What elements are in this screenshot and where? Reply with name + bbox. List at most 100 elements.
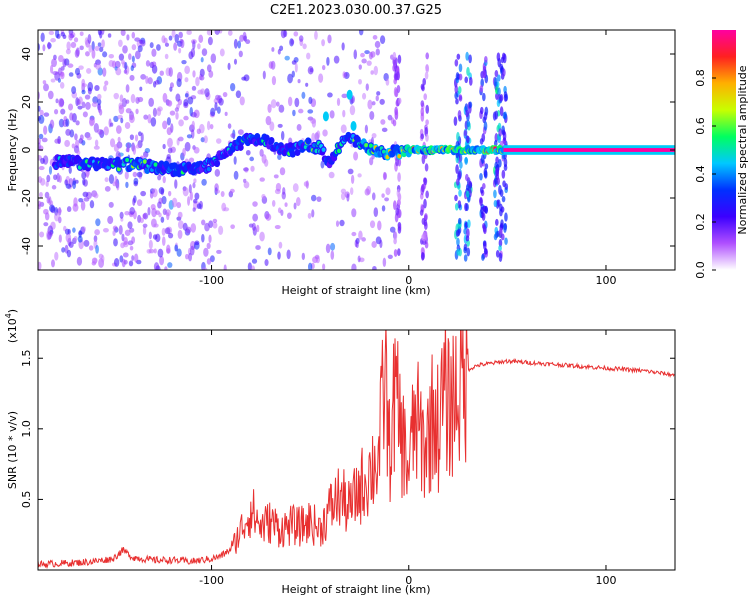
heatmap-cell: [209, 123, 214, 130]
heatmap-cell: [85, 169, 90, 179]
heatmap-cell: [277, 251, 281, 260]
heatmap-cell: [113, 238, 118, 247]
heatmap-cell: [55, 98, 59, 104]
heatmap-cell: [286, 249, 291, 260]
heatmap-cell: [118, 53, 125, 61]
heatmap-cell: [72, 180, 77, 190]
heatmap-cell: [284, 202, 288, 207]
heatmap-cell: [251, 258, 258, 264]
heatmap-cell: [54, 251, 59, 261]
heatmap-cell: [188, 157, 195, 163]
y-tick-label: -20: [20, 189, 33, 207]
heatmap-cell: [45, 180, 49, 187]
heatmap-cell: [176, 248, 182, 257]
heatmap-cell: [175, 111, 179, 120]
heatmap-cell: [94, 45, 100, 52]
heatmap-cell: [73, 37, 79, 43]
heatmap-cell: [370, 70, 374, 75]
heatmap-cell: [306, 52, 311, 60]
heatmap-cell: [152, 107, 158, 117]
heatmap-cell: [58, 97, 65, 108]
heatmap-cell: [308, 96, 313, 105]
heatmap-cell: [168, 190, 172, 197]
x-tick-label: -100: [199, 274, 224, 287]
heatmap-cell: [321, 64, 326, 71]
heatmap-cell: [190, 245, 195, 256]
heatmap-cell: [294, 62, 298, 73]
heatmap-cell: [237, 143, 244, 151]
heatmap-cell: [94, 139, 99, 147]
heatmap-cell: [382, 257, 387, 267]
heatmap-cell: [454, 194, 458, 202]
heatmap-cell: [214, 183, 219, 192]
heatmap-cell: [95, 244, 99, 254]
heatmap-cell: [168, 67, 173, 77]
heatmap-cell: [43, 112, 50, 117]
heatmap-cell: [178, 47, 182, 54]
heatmap-cell: [43, 208, 49, 215]
heatmap-cell: [464, 156, 468, 165]
heatmap-cell: [372, 265, 377, 270]
heatmap-cell: [456, 53, 461, 60]
heatmap-cell: [222, 91, 228, 98]
heatmap-cell: [82, 191, 89, 198]
heatmap-cell: [394, 106, 398, 116]
heatmap-cell: [184, 65, 191, 75]
heatmap-cell: [463, 228, 467, 235]
heatmap-cell: [131, 31, 136, 39]
heatmap-cell: [292, 109, 296, 117]
heatmap-cell: [496, 74, 501, 82]
heatmap-cell: [68, 72, 74, 77]
heatmap-cell: [420, 107, 425, 117]
heatmap-cell: [132, 197, 136, 206]
heatmap-cell: [140, 74, 147, 80]
heatmap-cell: [421, 217, 426, 225]
heatmap-cell: [65, 48, 71, 55]
heatmap-cell: [162, 120, 168, 130]
heatmap-cell: [397, 97, 402, 104]
heatmap-cell: [134, 37, 141, 42]
heatmap-cell: [389, 226, 396, 233]
heatmap-cell: [458, 94, 463, 101]
heatmap-cell: [259, 177, 265, 182]
heatmap-cell: [256, 224, 260, 233]
heatmap-cell: [201, 267, 208, 270]
heatmap-cell: [209, 255, 215, 263]
y-axis-multiplier: (x104): [4, 309, 19, 343]
heatmap-cell: [361, 58, 367, 64]
heatmap-cell: [325, 243, 331, 254]
x-tick-label: 0: [405, 574, 412, 587]
heatmap-cell: [95, 218, 101, 227]
heatmap-cell: [419, 209, 424, 216]
heatmap-cell: [68, 103, 74, 111]
heatmap-cell: [504, 212, 508, 222]
heatmap-cell: [208, 70, 214, 78]
heatmap-cell: [166, 100, 172, 106]
heatmap-cell: [346, 89, 353, 100]
heatmap-cell: [167, 147, 173, 154]
heatmap-cell: [307, 66, 314, 75]
heatmap-cell: [397, 54, 402, 64]
heatmap-cell: [83, 179, 88, 187]
heatmap-cell: [116, 166, 121, 172]
heatmap-cell: [322, 263, 326, 270]
heatmap-cell: [423, 198, 427, 209]
heatmap-cell: [69, 112, 74, 121]
heatmap-cell: [122, 45, 128, 54]
heatmap-cell: [65, 183, 72, 189]
heatmap-cell: [493, 189, 497, 199]
heatmap-cell: [148, 239, 153, 250]
heatmap-cell: [456, 248, 461, 256]
heatmap-cell: [72, 203, 79, 212]
heatmap-cell: [113, 115, 119, 122]
heatmap-cell: [161, 236, 166, 247]
heatmap-cell: [393, 249, 398, 257]
heatmap-cell: [89, 200, 95, 209]
heatmap-cell: [79, 45, 84, 51]
heatmap-cell: [252, 213, 259, 222]
heatmap-cell: [168, 35, 173, 41]
heatmap-cell: [109, 138, 116, 148]
heatmap-cell: [466, 228, 470, 238]
heatmap-cell: [76, 149, 81, 156]
heatmap-cell: [102, 67, 107, 77]
